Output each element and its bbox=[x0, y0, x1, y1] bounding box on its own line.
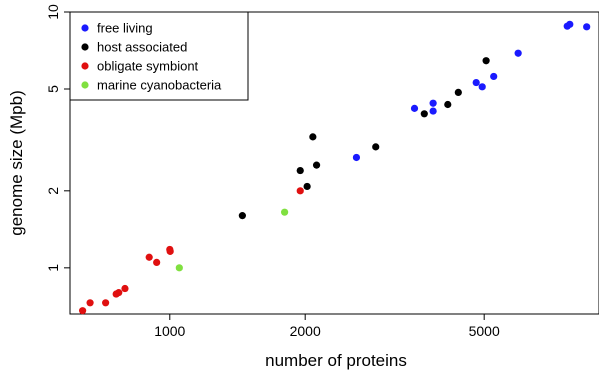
point-free-living bbox=[429, 107, 437, 115]
point-free-living bbox=[478, 83, 486, 91]
legend-box bbox=[69, 11, 249, 101]
legend-label-marine-cyanobacteria: marine cyanobacteria bbox=[97, 78, 222, 93]
legend-marker-free-living bbox=[81, 24, 89, 32]
point-host-associated bbox=[454, 88, 462, 96]
legend-marker-host-associated bbox=[81, 43, 89, 51]
point-obligate-symbiont bbox=[102, 299, 110, 307]
point-host-associated bbox=[309, 133, 317, 141]
point-host-associated bbox=[420, 110, 428, 118]
point-host-associated bbox=[303, 182, 311, 191]
y-tick-label: 1 bbox=[45, 264, 61, 272]
y-tick-label: 2 bbox=[45, 187, 61, 195]
point-free-living bbox=[410, 104, 419, 112]
point-host-associated bbox=[482, 57, 490, 65]
point-obligate-symbiont bbox=[296, 187, 304, 195]
point-host-associated bbox=[238, 212, 246, 220]
x-axis-title: number of proteins bbox=[265, 351, 407, 370]
y-tick-label: 5 bbox=[45, 85, 61, 93]
legend-marker-marine-cyanobacteria bbox=[81, 81, 89, 89]
point-free-living bbox=[490, 72, 498, 81]
point-free-living bbox=[566, 20, 574, 28]
x-tick-label: 2000 bbox=[290, 323, 321, 339]
point-marine-cyanobacteria bbox=[281, 208, 289, 216]
point-obligate-symbiont bbox=[166, 247, 174, 255]
y-tick-label: 10 bbox=[45, 4, 61, 20]
point-host-associated bbox=[312, 161, 321, 169]
x-tick-label: 1000 bbox=[154, 323, 185, 339]
point-free-living bbox=[583, 23, 591, 31]
point-obligate-symbiont bbox=[86, 299, 94, 307]
point-obligate-symbiont bbox=[79, 307, 87, 315]
point-obligate-symbiont bbox=[115, 289, 123, 297]
legend-marker-obligate-symbiont bbox=[81, 62, 89, 70]
y-axis-title: genome size (Mpb) bbox=[7, 90, 26, 236]
data-points bbox=[79, 20, 591, 315]
point-free-living bbox=[429, 99, 437, 107]
plot-frame bbox=[69, 11, 599, 315]
legend-label-host-associated: host associated bbox=[97, 40, 187, 55]
legend-label-free-living: free living bbox=[97, 21, 153, 36]
x-tick-label: 5000 bbox=[469, 323, 500, 339]
point-host-associated bbox=[296, 166, 304, 175]
point-free-living bbox=[352, 153, 361, 162]
point-free-living bbox=[514, 49, 522, 57]
point-host-associated bbox=[444, 100, 452, 109]
y-axis: 1 2 5 10 bbox=[45, 4, 70, 272]
legend-label-obligate-symbiont: obligate symbiont bbox=[97, 59, 199, 74]
point-free-living bbox=[472, 78, 480, 87]
point-obligate-symbiont bbox=[145, 253, 153, 261]
x-axis: 1000 2000 5000 bbox=[154, 314, 500, 339]
legend: free living host associated obligate symbi… bbox=[69, 11, 249, 101]
point-obligate-symbiont bbox=[121, 284, 129, 293]
point-marine-cyanobacteria bbox=[175, 264, 183, 272]
point-host-associated bbox=[372, 143, 380, 151]
point-obligate-symbiont bbox=[153, 258, 161, 267]
